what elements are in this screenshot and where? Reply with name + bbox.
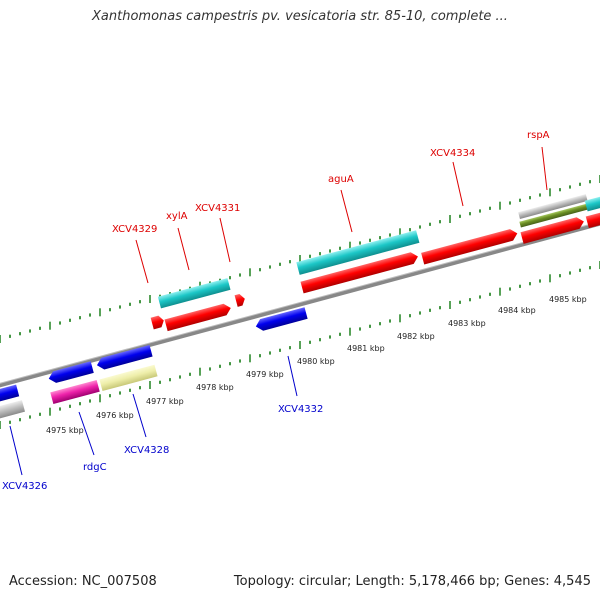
topology-text: Topology: circular; Length: 5,178,466 bp…: [233, 574, 591, 589]
gene-blue-upper[interactable]: [95, 344, 153, 371]
gene-rspA-olive[interactable]: [519, 203, 589, 228]
gene-XCV4328[interactable]: [99, 364, 158, 392]
kbp-label: 4977 kbp: [146, 397, 184, 406]
kbp-label: 4985 kbp: [549, 295, 587, 304]
kbp-label: 4979 kbp: [246, 370, 284, 379]
kbp-label: 4978 kbp: [196, 383, 234, 392]
gene-XCV4326[interactable]: [0, 400, 26, 421]
kbp-label: 4982 kbp: [397, 332, 435, 341]
gene-xylA[interactable]: [164, 302, 233, 332]
gene-blue-edge[interactable]: [0, 384, 20, 404]
gene-XCV4329-cyan[interactable]: [157, 278, 231, 309]
gene-rspA-gray[interactable]: [518, 194, 588, 219]
reverse-leader-lines: [9, 355, 298, 476]
gene-blue-lower[interactable]: [47, 361, 94, 384]
kbp-label: 4983 kbp: [448, 319, 486, 328]
gene-label-rspA[interactable]: rspA: [527, 130, 550, 141]
gene-label-rdgC[interactable]: rdgC: [83, 462, 107, 473]
reverse-scale-ticks: [0, 261, 600, 429]
gene-small-red-left[interactable]: [150, 315, 166, 330]
forward-leader-lines: [135, 146, 548, 284]
gene-rdgC[interactable]: [50, 379, 100, 405]
gene-XCV4331[interactable]: [234, 293, 247, 307]
kbp-label: 4975 kbp: [46, 426, 84, 435]
gene-label-XCV4329[interactable]: XCV4329: [112, 224, 157, 235]
gene-edge-cyan[interactable]: [584, 194, 600, 212]
kbp-label: 4981 kbp: [347, 344, 385, 353]
accession-text: Accession: NC_007508: [9, 574, 157, 589]
gene-rspA[interactable]: [520, 216, 586, 244]
gene-label-xylA[interactable]: xylA: [166, 211, 188, 222]
gene-label-XCV4331[interactable]: XCV4331: [195, 203, 240, 214]
gene-label-aguA[interactable]: aguA: [328, 174, 354, 185]
gene-label-XCV4334[interactable]: XCV4334: [430, 148, 475, 159]
gene-label-XCV4332[interactable]: XCV4332: [278, 404, 323, 415]
kbp-scale-labels: 4975 kbp 4976 kbp 4977 kbp 4978 kbp 4979…: [46, 295, 587, 435]
forward-genes: [150, 194, 600, 332]
kbp-label: 4976 kbp: [96, 411, 134, 420]
gene-label-XCV4326[interactable]: XCV4326: [2, 481, 47, 492]
gene-XCV4332[interactable]: [254, 307, 308, 332]
reverse-gene-labels: XCV4326 rdgC XCV4328 XCV4332: [2, 404, 323, 492]
gene-label-XCV4328[interactable]: XCV4328: [124, 445, 169, 456]
gene-aguA[interactable]: [300, 251, 419, 294]
kbp-label: 4980 kbp: [297, 357, 335, 366]
page-title: Xanthomonas campestris pv. vesicatoria s…: [92, 9, 508, 24]
kbp-label: 4984 kbp: [498, 306, 536, 315]
gene-aguA-cyan[interactable]: [296, 230, 420, 275]
gene-XCV4334[interactable]: [421, 228, 519, 265]
forward-gene-labels: XCV4329 xylA XCV4331 aguA XCV4334 rspA: [112, 130, 550, 235]
genome-backbone: [0, 221, 600, 388]
gene-edge-red[interactable]: [585, 210, 600, 229]
reverse-genes: [0, 307, 308, 421]
forward-scale-ticks: [0, 175, 600, 343]
